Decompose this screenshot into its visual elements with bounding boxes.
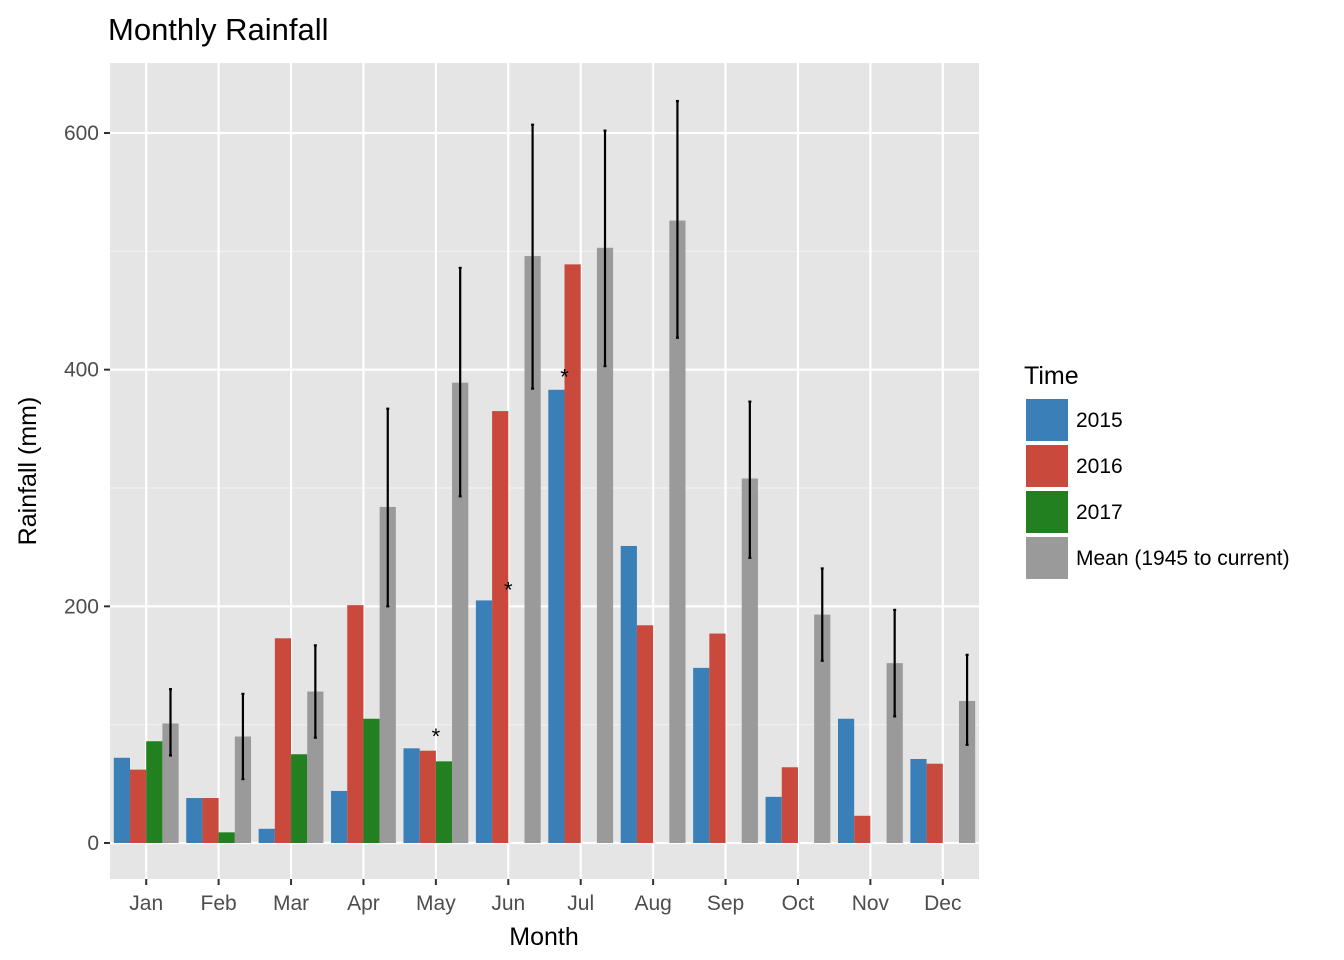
x-tick-label: Nov	[852, 892, 890, 915]
bar-2016-may	[419, 750, 436, 843]
error-bar-apr	[386, 407, 390, 608]
bar-2015-dec	[910, 758, 927, 843]
error-bar-nov	[893, 608, 897, 718]
bar-2016-mar	[274, 638, 292, 843]
bar-2017-jan	[146, 741, 163, 843]
y-tick-label: 0	[87, 832, 99, 855]
y-tick-label: 400	[64, 359, 99, 382]
bar-2016-jun	[492, 411, 509, 843]
bar-2017-may	[435, 761, 453, 843]
bar-2016-dec	[926, 763, 943, 843]
legend-label: 2015	[1076, 409, 1123, 432]
error-bar-feb	[241, 692, 245, 781]
bar-mean-1945-to-current--sep	[741, 478, 758, 843]
bar-mean-1945-to-current--oct	[814, 614, 831, 843]
bar-2016-aug	[636, 625, 654, 843]
bar-mean-1945-to-current--jul	[596, 247, 614, 844]
bar-mean-1945-to-current--jun	[524, 256, 541, 844]
x-tick-label: Jun	[491, 892, 525, 915]
bar-mean-1945-to-current--apr	[379, 506, 396, 843]
bar-2016-apr	[347, 605, 364, 843]
error-bar-jul	[603, 129, 607, 368]
annotations: * * *	[432, 364, 570, 749]
bar-2015-feb	[186, 798, 203, 843]
error-bar-mar	[313, 644, 317, 739]
legend-title: Time	[1024, 362, 1079, 390]
bar-mean-1945-to-current--nov	[886, 663, 903, 843]
x-tick-label: Mar	[273, 892, 309, 915]
bar-2015-mar	[258, 828, 275, 843]
x-tick-label: Dec	[924, 892, 961, 915]
y-tick-label: 600	[64, 122, 99, 145]
bar-2017-mar	[291, 754, 308, 843]
x-tick-label: May	[416, 892, 456, 915]
bar-mean-1945-to-current--mar	[307, 691, 324, 843]
legend-key	[1026, 399, 1068, 441]
x-tick-label: Jan	[129, 892, 163, 915]
bar-2015-jul	[548, 389, 565, 843]
plot-panel	[110, 63, 979, 879]
legend-label: Mean (1945 to current)	[1076, 547, 1290, 570]
bars	[113, 220, 976, 844]
significance-marker: *	[560, 364, 569, 389]
error-bar-may	[458, 266, 462, 498]
error-bar-dec	[965, 653, 969, 746]
bar-2015-jun	[475, 600, 493, 843]
bar-2016-nov	[854, 815, 871, 843]
bar-2015-may	[403, 748, 420, 843]
y-tick-label: 200	[64, 595, 99, 618]
bar-2015-aug	[620, 545, 637, 843]
legend-key	[1026, 537, 1068, 579]
bar-2015-nov	[837, 718, 855, 843]
y-axis: 0 200 400 600	[64, 122, 110, 855]
legend-key	[1026, 491, 1068, 533]
bar-2016-feb	[202, 798, 219, 843]
bar-2016-oct	[781, 767, 798, 843]
bar-2016-sep	[709, 633, 726, 843]
bar-mean-1945-to-current--jan	[162, 723, 179, 843]
error-bar-aug	[675, 99, 679, 339]
error-bar-jun	[531, 123, 535, 390]
x-axis-title: Month	[509, 923, 578, 951]
bar-2015-oct	[765, 796, 782, 843]
x-tick-label: Sep	[707, 892, 744, 915]
bar-mean-1945-to-current--aug	[669, 220, 686, 844]
x-axis: Jan Feb Mar Apr May Jun Jul Aug Sep Oct Nov Dec	[129, 879, 961, 915]
bar-2017-feb	[218, 832, 235, 843]
legend: Time 2015 2016 2017 Mean (1945 to current)	[1024, 362, 1290, 579]
legend-label: 2017	[1076, 501, 1123, 524]
legend-label: 2016	[1076, 455, 1123, 478]
bar-2015-sep	[693, 667, 710, 843]
bar-mean-1945-to-current--feb	[234, 736, 252, 843]
bar-mean-1945-to-current--dec	[958, 701, 976, 843]
x-tick-label: Aug	[634, 892, 671, 915]
significance-marker: *	[504, 577, 513, 602]
bar-2016-jan	[130, 769, 147, 843]
x-tick-label: Jul	[567, 892, 594, 915]
x-tick-label: Oct	[782, 892, 815, 915]
y-axis-title: Rainfall (mm)	[14, 397, 42, 546]
bar-2015-apr	[331, 790, 348, 843]
error-bar-oct	[820, 567, 824, 662]
error-bar-sep	[748, 400, 752, 559]
bar-mean-1945-to-current--may	[452, 382, 469, 843]
legend-key	[1026, 445, 1068, 487]
x-tick-label: Feb	[201, 892, 237, 915]
chart-title: Monthly Rainfall	[108, 12, 329, 47]
error-bars	[169, 99, 969, 781]
x-tick-label: Apr	[347, 892, 380, 915]
error-bar-jan	[169, 688, 173, 757]
bar-2016-jul	[564, 264, 581, 844]
bar-2017-apr	[363, 718, 380, 843]
significance-marker: *	[432, 724, 441, 749]
bar-2015-jan	[113, 757, 131, 843]
